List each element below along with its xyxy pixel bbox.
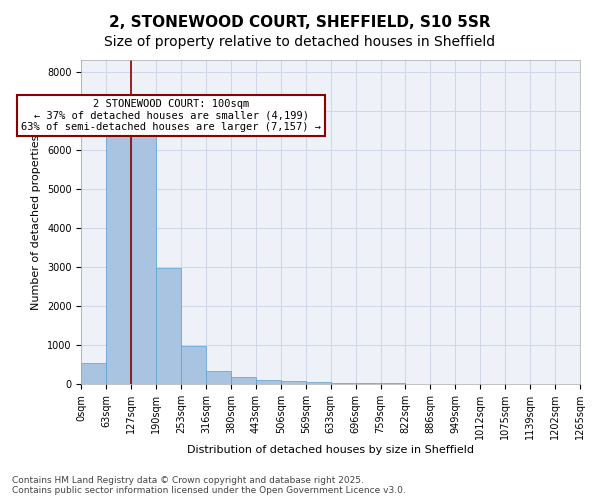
Bar: [181, 346, 206, 384]
Bar: [106, 132, 131, 384]
Bar: [256, 380, 281, 384]
Bar: [281, 381, 306, 384]
Bar: [206, 370, 231, 384]
Text: 2 STONEWOOD COURT: 100sqm
← 37% of detached houses are smaller (4,199)
63% of se: 2 STONEWOOD COURT: 100sqm ← 37% of detac…: [21, 99, 321, 132]
Text: Contains HM Land Registry data © Crown copyright and database right 2025.
Contai: Contains HM Land Registry data © Crown c…: [12, 476, 406, 495]
Bar: [331, 382, 356, 384]
Bar: [231, 377, 256, 384]
Bar: [356, 383, 380, 384]
Bar: [82, 362, 106, 384]
Bar: [156, 268, 181, 384]
X-axis label: Distribution of detached houses by size in Sheffield: Distribution of detached houses by size …: [187, 445, 474, 455]
Text: Size of property relative to detached houses in Sheffield: Size of property relative to detached ho…: [104, 35, 496, 49]
Bar: [306, 382, 331, 384]
Y-axis label: Number of detached properties: Number of detached properties: [31, 134, 41, 310]
Bar: [131, 132, 156, 384]
Text: 2, STONEWOOD COURT, SHEFFIELD, S10 5SR: 2, STONEWOOD COURT, SHEFFIELD, S10 5SR: [109, 15, 491, 30]
